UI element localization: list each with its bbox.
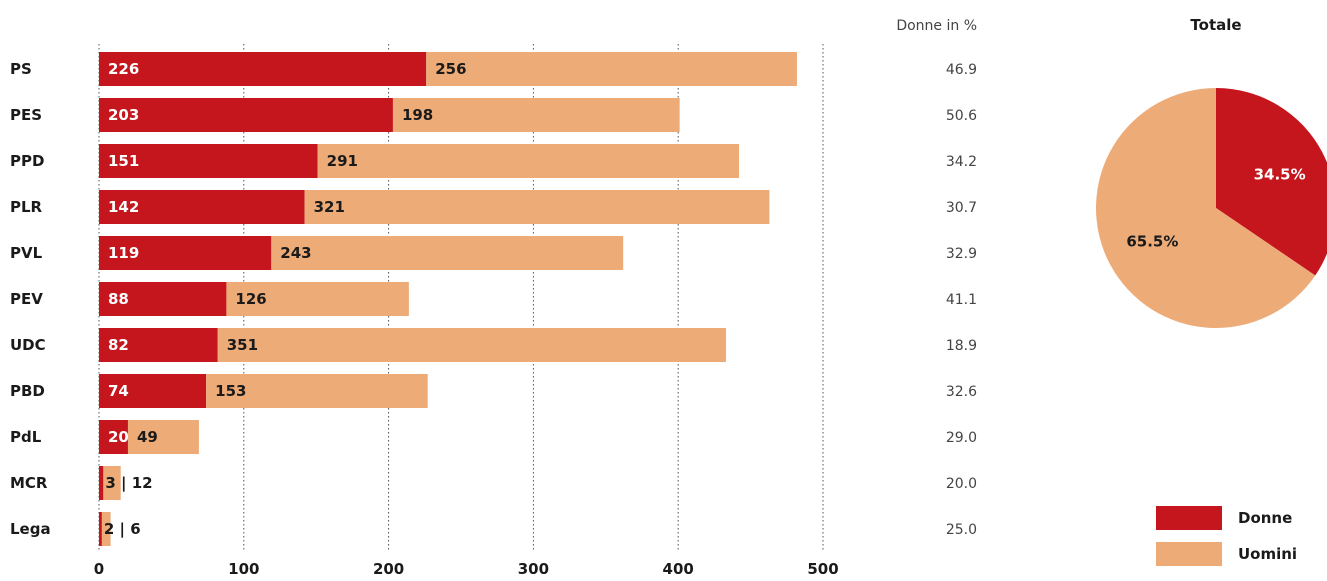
- donne-pct-value: 20.0: [946, 476, 977, 492]
- legend-swatch-uomini: [1156, 542, 1222, 566]
- bar-value-uomini: 198: [402, 106, 433, 124]
- bar-uomini: [271, 236, 624, 270]
- category-label: PLR: [10, 198, 43, 216]
- bar-value-uomini: 49: [137, 428, 158, 446]
- pie-value-label: 34.5%: [1254, 165, 1306, 183]
- bar-donne: [99, 52, 427, 86]
- bar-value-donne: 74: [108, 382, 129, 400]
- x-tick-label: 200: [373, 560, 404, 577]
- bar-value-label: 2 | 6: [104, 520, 141, 539]
- pie-title: Totale: [1190, 16, 1241, 34]
- category-label: PEV: [10, 290, 43, 308]
- bar-uomini: [392, 98, 680, 132]
- bar-donne: [99, 236, 272, 270]
- donne-pct-value: 46.9: [946, 62, 977, 78]
- bar-donne: [99, 144, 318, 178]
- legend-swatch-donne: [1156, 506, 1222, 530]
- labels: 0 100 200 300 400 500 PS 226 256 46.9 PES 203 198 50.…: [10, 60, 977, 578]
- pie-slice-donne: [1216, 88, 1327, 276]
- x-tick-label: 300: [518, 560, 549, 577]
- bar-uomini: [127, 420, 199, 454]
- donne-pct-value: 50.6: [946, 108, 977, 124]
- bar-value-uomini: 291: [327, 152, 358, 170]
- bar-donne: [99, 328, 218, 362]
- donne-pct-value: 25.0: [946, 522, 977, 538]
- category-label: PS: [10, 60, 32, 78]
- pie-chart: Totale 34.5% 65.5%: [1095, 16, 1327, 328]
- donne-pct-value: 30.7: [946, 200, 977, 216]
- bar-value-donne: 142: [108, 198, 139, 216]
- bar-uomini: [226, 282, 409, 316]
- donne-pct-value: 29.0: [946, 430, 977, 446]
- bar-donne: [99, 374, 207, 408]
- bar-value-donne: 119: [108, 244, 139, 262]
- x-tick-label: 0: [94, 560, 104, 577]
- pie-legend: Donne Uomini: [1156, 506, 1297, 566]
- donne-pct-value: 34.2: [946, 154, 977, 170]
- bar-donne: [99, 98, 393, 132]
- bar-value-uomini: 243: [280, 244, 311, 262]
- bar-donne: [99, 420, 128, 454]
- bar-uomini: [217, 328, 726, 362]
- bar-value-uomini: 351: [227, 336, 258, 354]
- donne-pct-value: 32.9: [946, 246, 977, 262]
- bar-value-donne: 20: [108, 428, 129, 446]
- category-label: Lega: [10, 520, 51, 538]
- pie-value-label: 65.5%: [1126, 233, 1178, 251]
- bar-uomini: [426, 52, 797, 86]
- bar-value-donne: 203: [108, 106, 139, 124]
- category-label: PES: [10, 106, 42, 124]
- bar-value-donne: 226: [108, 60, 139, 78]
- donne-pct-value: 41.1: [946, 292, 977, 308]
- category-label: MCR: [10, 474, 48, 492]
- legend-label-uomini: Uomini: [1238, 545, 1297, 563]
- donne-pct-value: 18.9: [946, 338, 977, 354]
- category-label: PdL: [10, 428, 42, 446]
- bars: [99, 52, 797, 546]
- pct-column-header: Donne in %: [896, 18, 977, 34]
- bar-value-label: 3 | 12: [105, 474, 152, 493]
- bar-uomini: [206, 374, 428, 408]
- bar-value-donne: 82: [108, 336, 129, 354]
- pie-slice-uomini: [1095, 88, 1316, 328]
- category-label: UDC: [10, 336, 46, 354]
- x-tick-label: 500: [807, 560, 838, 577]
- bar-donne: [99, 282, 227, 316]
- bar-uomini: [304, 190, 770, 224]
- bar-value-uomini: 126: [235, 290, 266, 308]
- bar-donne: [99, 190, 305, 224]
- bar-value-uomini: 321: [314, 198, 345, 216]
- bar-value-uomini: 153: [215, 382, 246, 400]
- bar-value-donne: 151: [108, 152, 139, 170]
- category-label: PVL: [10, 244, 43, 262]
- bar-uomini: [101, 512, 111, 546]
- legend-label-donne: Donne: [1238, 509, 1292, 527]
- bar-uomini: [103, 466, 121, 500]
- x-tick-label: 100: [228, 560, 259, 577]
- category-label: PBD: [10, 382, 45, 400]
- category-label: PPD: [10, 152, 44, 170]
- donne-pct-value: 32.6: [946, 384, 977, 400]
- bar-uomini: [317, 144, 740, 178]
- x-tick-label: 400: [663, 560, 694, 577]
- bar-donne: [99, 466, 104, 500]
- bar-value-donne: 88: [108, 290, 129, 308]
- bar-value-uomini: 256: [435, 60, 466, 78]
- bar-donne: [99, 512, 102, 546]
